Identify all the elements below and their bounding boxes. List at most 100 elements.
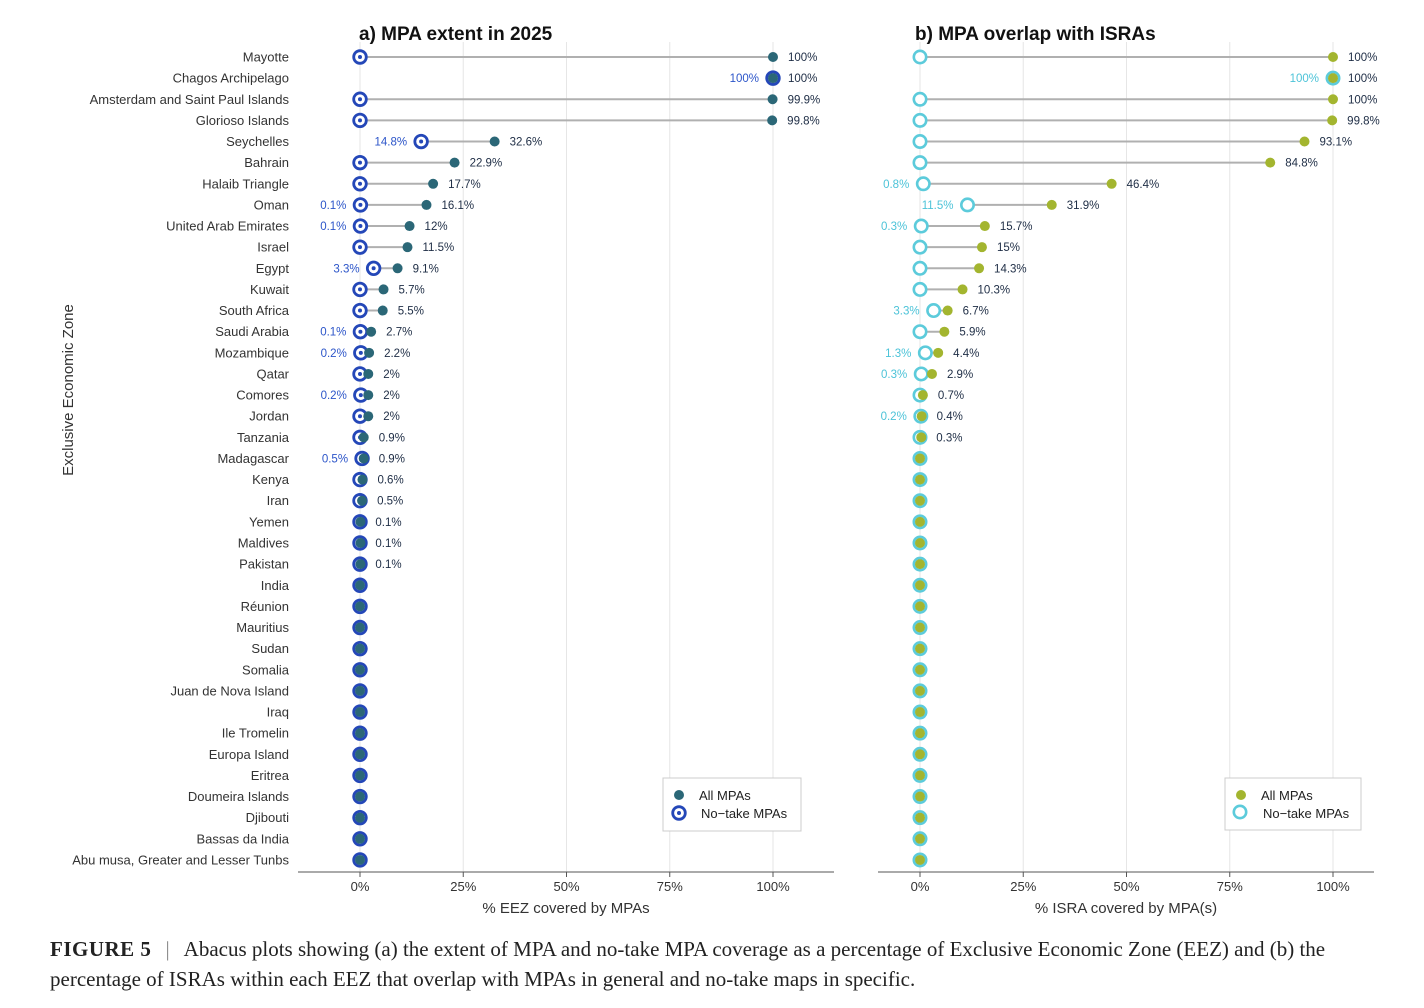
b-notake-point: [917, 345, 933, 361]
category-label: Ile Tromelin: [222, 726, 289, 741]
b-tick-label: 0%: [911, 879, 930, 894]
a-all-point: [363, 390, 374, 401]
b-tick-label: 25%: [1010, 879, 1036, 894]
b-all-point: [915, 622, 925, 633]
b-legend-notake-label: No−take MPAs: [1263, 806, 1350, 821]
b-notake-value-label: 0.3%: [881, 369, 907, 381]
category-label: Qatar: [256, 366, 289, 381]
a-all-point: [449, 157, 460, 168]
b-all-value-label: 46.4%: [1127, 179, 1160, 191]
b-all-point: [974, 263, 985, 274]
a-all-point: [358, 432, 369, 443]
a-notake-value-label: 0.1%: [320, 327, 346, 339]
category-label: India: [261, 578, 290, 593]
a-all-value-label: 2%: [383, 369, 400, 381]
a-notake-point-center: [358, 371, 362, 376]
b-all-point: [915, 854, 925, 865]
category-label: Europa Island: [209, 747, 289, 762]
a-notake-point-center: [358, 393, 363, 398]
b-all-point: [915, 707, 925, 718]
b-notake-point: [913, 218, 929, 234]
category-label: Saudi Arabia: [215, 324, 289, 339]
b-tick-label: 50%: [1113, 879, 1139, 894]
category-label: Pakistan: [239, 557, 289, 572]
category-label: Mayotte: [243, 50, 289, 65]
category-label: United Arab Emirates: [166, 219, 289, 234]
b-tick-label: 100%: [1316, 879, 1350, 894]
b-all-value-label: 0.4%: [937, 411, 963, 423]
b-notake-point: [959, 197, 975, 213]
category-label: Amsterdam and Saint Paul Islands: [90, 92, 290, 107]
category-label: Bassas da India: [196, 831, 289, 846]
b-notake-point: [915, 176, 931, 192]
b-all-value-label: 15.7%: [1000, 221, 1033, 233]
b-notake-value-label: 11.5%: [922, 200, 954, 212]
category-label: Kenya: [252, 472, 290, 487]
b-notake-point: [912, 112, 928, 128]
a-legend-notake-marker-center: [677, 811, 681, 815]
b-notake-point: [912, 239, 928, 255]
b-all-point: [1046, 199, 1057, 210]
b-all-point: [915, 474, 925, 485]
b-legend-all-marker: [1236, 790, 1246, 800]
b-notake-point: [912, 91, 928, 107]
b-all-point: [915, 453, 925, 464]
a-all-value-label: 99.8%: [787, 115, 820, 127]
b-all-value-label: 15%: [997, 242, 1020, 254]
b-all-value-label: 4.4%: [953, 348, 979, 360]
category-label: Jordan: [249, 409, 289, 424]
a-all-point: [364, 347, 375, 358]
b-legend-box: [1224, 777, 1362, 831]
a-all-point: [768, 73, 778, 84]
b-all-point: [915, 643, 925, 654]
a-notake-point-center: [419, 139, 424, 144]
a-all-point: [768, 52, 778, 62]
b-all-point: [915, 728, 925, 739]
a-legend: All MPAs No−take MPAs: [662, 777, 802, 832]
a-all-value-label: 2%: [383, 411, 400, 423]
category-label: Abu musa, Greater and Lesser Tunbs: [72, 852, 289, 867]
a-notake-point-center: [358, 181, 362, 186]
a-all-point: [358, 453, 369, 464]
a-all-point: [355, 537, 366, 548]
a-all-point: [428, 178, 439, 189]
a-notake-point-center: [358, 308, 362, 313]
b-all-point: [926, 368, 937, 379]
a-all-value-label: 5.5%: [398, 306, 424, 318]
a-all-value-label: 2.7%: [386, 327, 412, 339]
b-all-value-label: 100%: [1348, 94, 1377, 106]
a-all-point: [355, 728, 365, 739]
b-all-point: [915, 516, 925, 527]
a-all-point: [355, 601, 365, 612]
category-label: Iraq: [267, 705, 289, 720]
a-all-point: [366, 326, 377, 337]
a-all-value-label: 0.1%: [375, 517, 401, 529]
a-notake-value-label: 0.2%: [321, 390, 347, 402]
b-all-value-label: 0.7%: [938, 390, 964, 402]
a-all-value-label: 0.9%: [379, 453, 405, 465]
b-legend: All MPAs No−take MPAs: [1224, 777, 1362, 831]
category-label: Doumeira Islands: [188, 789, 290, 804]
category-label: Juan de Nova Island: [170, 683, 289, 698]
b-notake-point: [912, 134, 928, 150]
category-label: Somalia: [242, 662, 290, 677]
category-label: Israel: [257, 240, 289, 255]
a-tick-label: 0%: [351, 879, 370, 894]
a-all-point: [355, 812, 365, 823]
a-legend-box: [662, 777, 802, 832]
a-notake-point-center: [358, 160, 362, 165]
b-all-value-label: 2.9%: [947, 369, 973, 381]
b-all-value-label: 10.3%: [978, 284, 1011, 296]
b-notake-point: [912, 155, 928, 171]
b-notake-point: [912, 281, 928, 297]
category-label: Oman: [254, 197, 289, 212]
b-all-point: [1106, 178, 1117, 189]
b-all-point: [1327, 115, 1338, 126]
a-notake-value-label: 100%: [730, 73, 759, 85]
caption-separator: |: [165, 937, 170, 961]
category-label: Eritrea: [251, 768, 290, 783]
category-label: Madagascar: [217, 451, 289, 466]
category-label: Chagos Archipelago: [173, 71, 289, 86]
a-all-value-label: 22.9%: [470, 158, 503, 170]
